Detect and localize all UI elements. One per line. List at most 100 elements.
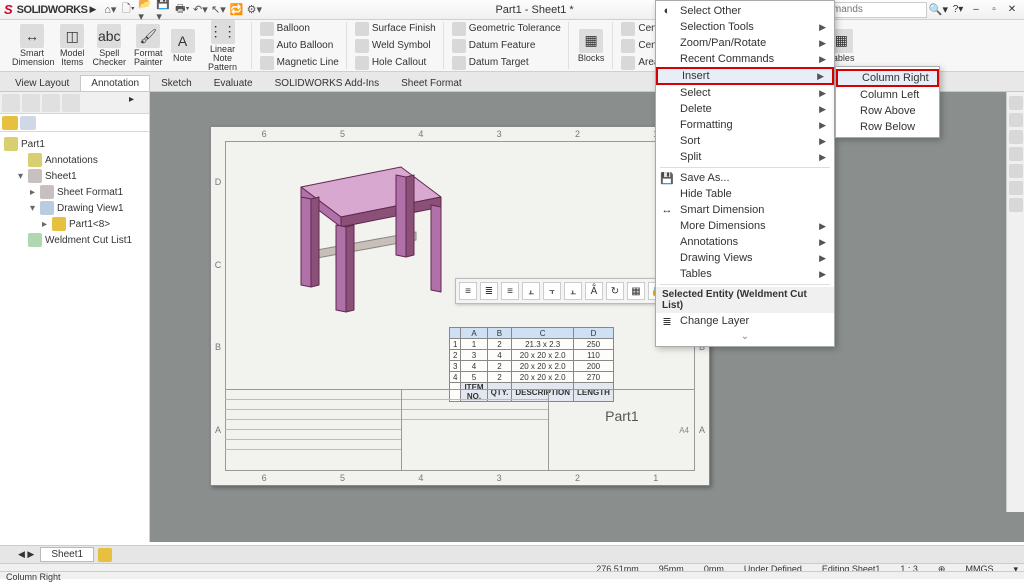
view-palette-icon[interactable] [1009, 147, 1023, 161]
menu-item[interactable]: More Dimensions▶ [656, 218, 834, 234]
menu-item[interactable]: Delete▶ [656, 101, 834, 117]
align-bot-icon[interactable]: ⫠ [564, 282, 582, 300]
menu-expand-icon[interactable]: ⌄ [656, 329, 834, 344]
menu-item[interactable]: Split▶ [656, 149, 834, 165]
menu-item[interactable]: Recent Commands▶ [656, 51, 834, 67]
submenu-item[interactable]: Column Left [836, 87, 939, 103]
save-icon[interactable]: 💾▾ [156, 2, 172, 18]
tree-item[interactable]: ▸Part1<8> [4, 216, 145, 232]
ribbon-button[interactable]: abcSpellChecker [89, 22, 131, 69]
file-explorer-icon[interactable] [1009, 130, 1023, 144]
ribbon-small-button[interactable]: Geometric Tolerance [449, 21, 564, 37]
new-icon[interactable]: 🗋▾ [120, 2, 136, 18]
ribbon-small-button[interactable]: Magnetic Line [257, 55, 342, 71]
minimize-icon[interactable]: ‒ [968, 2, 984, 18]
merge-icon[interactable]: ▦ [627, 282, 645, 300]
expand-icon[interactable]: ▾ [28, 203, 37, 214]
align-right-icon[interactable]: ≡ [501, 282, 519, 300]
expand-icon[interactable]: ▾ [16, 171, 25, 182]
expand-icon[interactable]: ▸ [28, 187, 37, 198]
ribbon-button[interactable]: ↔SmartDimension [8, 22, 56, 69]
display-pane-icon[interactable] [20, 116, 36, 130]
help-icon[interactable]: ?▾ [950, 2, 966, 18]
close-icon[interactable]: ✕ [1004, 2, 1020, 18]
forum-icon[interactable] [1009, 198, 1023, 212]
ribbon-small-button[interactable]: Surface Finish [352, 21, 439, 37]
search-icon[interactable]: 🔍▾ [929, 3, 948, 16]
menu-item[interactable]: Sort▶ [656, 133, 834, 149]
menu-item[interactable]: ◐Select Other [656, 3, 834, 19]
chevron-right-icon[interactable]: ▶ [89, 4, 96, 15]
tree-root[interactable]: Part1 [4, 136, 145, 152]
ribbon-button[interactable]: ANote [167, 27, 199, 65]
ribbon-small-button[interactable]: Weld Symbol [352, 38, 439, 54]
menu-item[interactable]: ≣Change Layer [656, 313, 834, 329]
appearances-icon[interactable] [1009, 164, 1023, 178]
menu-item[interactable]: Hide Table [656, 186, 834, 202]
font-icon[interactable]: A͋ [585, 282, 603, 300]
dim-tab-icon[interactable] [62, 94, 80, 112]
expand-icon[interactable]: ▸ [40, 219, 49, 230]
tree-item[interactable]: Annotations [4, 152, 145, 168]
menu-item[interactable]: Tables▶ [656, 266, 834, 282]
ribbon-small-button[interactable]: Balloon [257, 21, 342, 37]
rebuild-icon[interactable]: 🔁 [228, 2, 244, 18]
tree-item[interactable]: ▾Sheet1 [4, 168, 145, 184]
tree-item[interactable]: ▸Sheet Format1 [4, 184, 145, 200]
menu-item[interactable]: Select▶ [656, 85, 834, 101]
feature-tree-tab-icon[interactable] [2, 94, 20, 112]
tree-item[interactable]: ▾Drawing View1 [4, 200, 145, 216]
submenu-item[interactable]: Column Right [836, 69, 939, 87]
config-tab-icon[interactable] [42, 94, 60, 112]
align-mid-icon[interactable]: ⫟ [543, 282, 561, 300]
ribbon-button[interactable]: ◫ModelItems [56, 22, 89, 69]
menu-item[interactable]: Formatting▶ [656, 117, 834, 133]
panel-expand-icon[interactable]: ▸ [129, 94, 147, 112]
command-tab[interactable]: Sketch [150, 75, 203, 91]
menu-item[interactable]: Insert▶ [656, 67, 834, 85]
add-sheet-icon[interactable] [98, 548, 112, 562]
property-tab-icon[interactable] [22, 94, 40, 112]
maximize-icon[interactable]: ▫ [986, 2, 1002, 18]
menu-item[interactable]: Zoom/Pan/Rotate▶ [656, 35, 834, 51]
open-icon[interactable]: 📂▾ [138, 2, 154, 18]
print-icon[interactable]: 🖶▾ [174, 2, 190, 18]
command-tab[interactable]: SOLIDWORKS Add-Ins [264, 75, 390, 91]
ribbon-small-button[interactable]: Hole Callout [352, 55, 439, 71]
sheet-tab[interactable]: Sheet1 [40, 547, 94, 562]
command-tab[interactable]: Annotation [80, 75, 150, 91]
menu-item[interactable]: ↔Smart Dimension [656, 202, 834, 218]
ribbon-button[interactable]: 🖌FormatPainter [130, 22, 167, 69]
align-top-icon[interactable]: ⫠ [522, 282, 540, 300]
menu-item[interactable]: 💾Save As... [656, 170, 834, 186]
title-block: Part1 A4 [225, 389, 695, 471]
blocks-button[interactable]: ▦ Blocks [574, 27, 609, 65]
select-icon[interactable]: ↖▾ [210, 2, 226, 18]
tree-item[interactable]: Weldment Cut List1 [4, 232, 145, 248]
align-left-icon[interactable]: ≡ [459, 282, 477, 300]
submenu-item[interactable]: Row Below [836, 119, 939, 135]
undo-icon[interactable]: ↶▾ [192, 2, 208, 18]
ribbon-button[interactable]: ⋮⋮Linear NotePattern [199, 18, 247, 74]
sheet-nav-icon[interactable]: ◀ ▶ [18, 549, 34, 560]
command-tab[interactable]: Evaluate [203, 75, 264, 91]
design-lib-icon[interactable] [1009, 113, 1023, 127]
home-icon[interactable]: ⌂▾ [102, 2, 118, 18]
menu-item[interactable]: Drawing Views▶ [656, 250, 834, 266]
submenu-item[interactable]: Row Above [836, 103, 939, 119]
drawing-view[interactable] [241, 157, 461, 327]
ribbon-small-button[interactable]: Auto Balloon [257, 38, 342, 54]
custom-props-icon[interactable] [1009, 181, 1023, 195]
drawing-canvas[interactable]: 654321 654321 DCBA DCBA ABCD11221.3 x 2.… [150, 92, 1024, 542]
command-tab[interactable]: View Layout [4, 75, 80, 91]
command-tab[interactable]: Sheet Format [390, 75, 473, 91]
options-icon[interactable]: ⚙▾ [246, 2, 262, 18]
menu-item[interactable]: Annotations▶ [656, 234, 834, 250]
resources-icon[interactable] [1009, 96, 1023, 110]
ribbon-small-button[interactable]: Datum Target [449, 55, 564, 71]
menu-item[interactable]: Selection Tools▶ [656, 19, 834, 35]
ribbon-small-button[interactable]: Datum Feature [449, 38, 564, 54]
rotate-icon[interactable]: ↻ [606, 282, 624, 300]
align-center-icon[interactable]: ≣ [480, 282, 498, 300]
filter-icon[interactable] [2, 116, 18, 130]
